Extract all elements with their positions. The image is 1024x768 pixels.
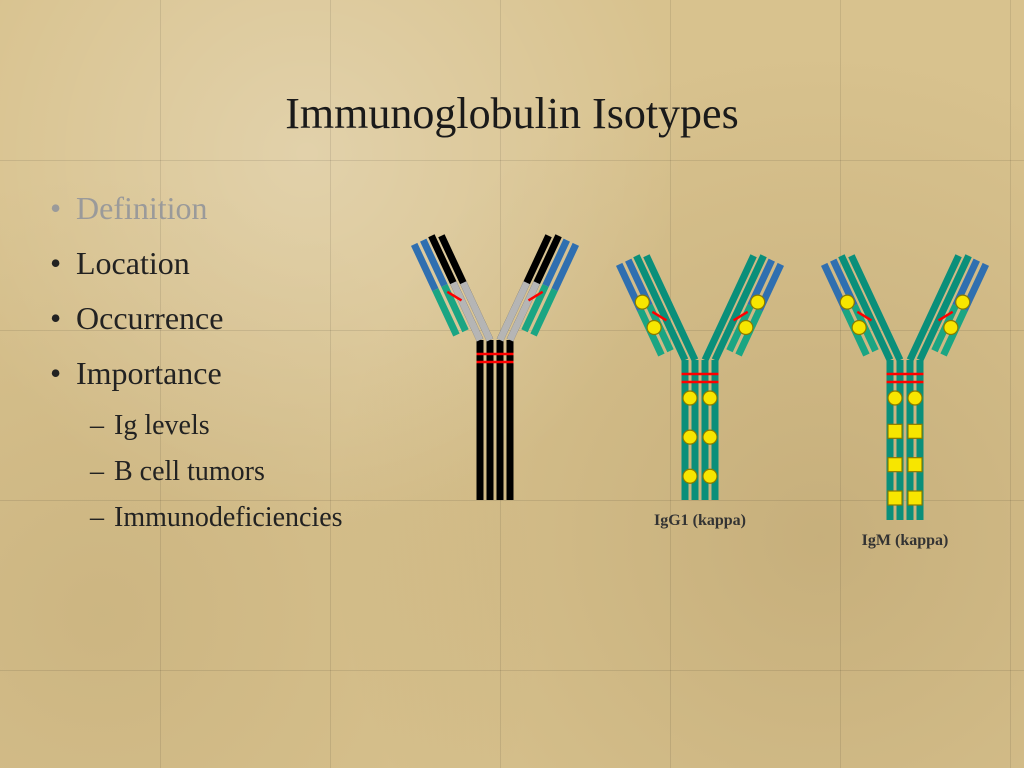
bullet-b-cell-tumors: B cell tumors [48,456,468,488]
bullet-location: Location [48,245,468,282]
antibody-0 [410,210,580,540]
antibody-2 [820,230,990,550]
antibody-caption-1: IgG1 (kappa) [620,512,780,530]
slide: Immunoglobulin Isotypes Definition Locat… [0,0,1024,768]
bullet-immunodeficiencies: Immunodeficiencies [48,502,468,534]
antibody-caption-2: IgM (kappa) [825,532,985,550]
bullet-importance: Importance [48,355,468,392]
bullet-list: Definition Location Occurrence Importanc… [48,190,468,548]
bullet-definition: Definition [48,190,468,227]
bullet-occurrence: Occurrence [48,300,468,337]
antibody-diagram-area: IgG1 (kappa) IgM (kappa) [410,210,1020,630]
bullet-ig-levels: Ig levels [48,410,468,442]
antibody-1 [615,230,785,530]
slide-title: Immunoglobulin Isotypes [0,88,1024,139]
